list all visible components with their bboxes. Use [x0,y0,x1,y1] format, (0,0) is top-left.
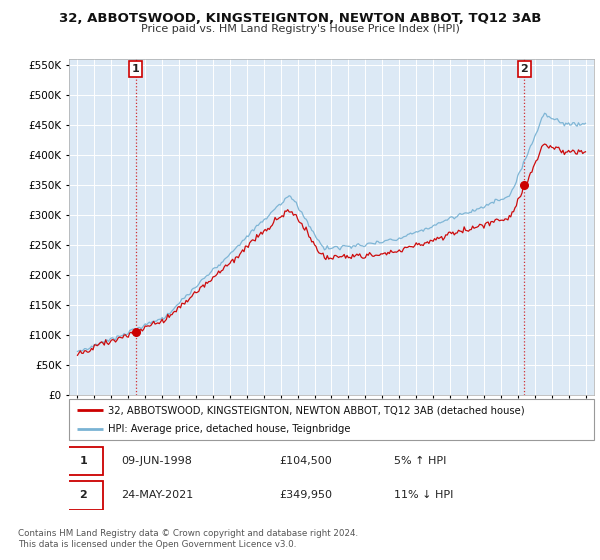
FancyBboxPatch shape [69,399,594,440]
Text: Price paid vs. HM Land Registry's House Price Index (HPI): Price paid vs. HM Land Registry's House … [140,24,460,34]
Text: 2: 2 [80,491,88,501]
Text: 1: 1 [132,64,140,74]
Text: Contains HM Land Registry data © Crown copyright and database right 2024.
This d: Contains HM Land Registry data © Crown c… [18,529,358,549]
FancyBboxPatch shape [64,447,103,475]
Text: 1: 1 [80,456,88,466]
Text: £104,500: £104,500 [279,456,332,466]
Text: 11% ↓ HPI: 11% ↓ HPI [395,491,454,501]
FancyBboxPatch shape [64,481,103,510]
Text: 32, ABBOTSWOOD, KINGSTEIGNTON, NEWTON ABBOT, TQ12 3AB: 32, ABBOTSWOOD, KINGSTEIGNTON, NEWTON AB… [59,12,541,25]
Text: 24-MAY-2021: 24-MAY-2021 [121,491,194,501]
Text: 5% ↑ HPI: 5% ↑ HPI [395,456,447,466]
Text: HPI: Average price, detached house, Teignbridge: HPI: Average price, detached house, Teig… [109,424,351,433]
Text: 09-JUN-1998: 09-JUN-1998 [121,456,193,466]
Text: £349,950: £349,950 [279,491,332,501]
Text: 2: 2 [521,64,528,74]
Text: 32, ABBOTSWOOD, KINGSTEIGNTON, NEWTON ABBOT, TQ12 3AB (detached house): 32, ABBOTSWOOD, KINGSTEIGNTON, NEWTON AB… [109,405,525,415]
